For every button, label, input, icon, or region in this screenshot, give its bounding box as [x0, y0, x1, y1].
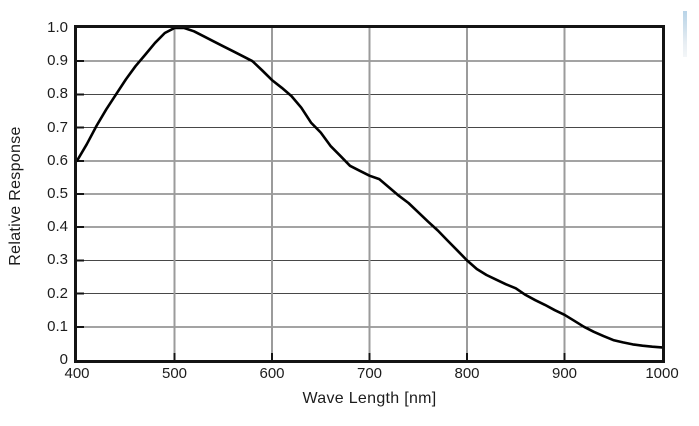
scrollbar-artifact	[683, 11, 687, 57]
plot-svg	[77, 28, 662, 360]
response-curve	[77, 28, 662, 349]
y-tick-label: 0.3	[47, 251, 68, 269]
x-tick-label: 500	[161, 365, 188, 382]
x-tick-label: 900	[551, 365, 578, 382]
y-axis-title: Relative Response	[7, 126, 24, 266]
y-tick-label: 0.4	[47, 218, 68, 236]
x-tick-label: 1000	[645, 365, 679, 382]
y-tick-label: 0.1	[47, 317, 68, 335]
plot-area	[74, 25, 665, 363]
y-tick-label: 0.5	[47, 185, 68, 202]
y-tick-label: 0	[59, 351, 68, 368]
x-tick-label: 700	[356, 365, 383, 382]
y-tick-label: 1.0	[47, 19, 68, 36]
x-tick-label: 400	[64, 365, 90, 382]
x-tick-label: 600	[259, 365, 285, 382]
y-tick-label: 0.2	[47, 284, 68, 302]
x-axis-title: Wave Length [nm]	[302, 390, 437, 407]
x-tick-label: 800	[454, 365, 480, 382]
y-tick-label: 0.6	[47, 151, 68, 169]
y-tick-label: 0.9	[47, 52, 68, 70]
y-tick-label: 0.8	[47, 85, 68, 103]
y-tick-label: 0.7	[47, 118, 68, 136]
